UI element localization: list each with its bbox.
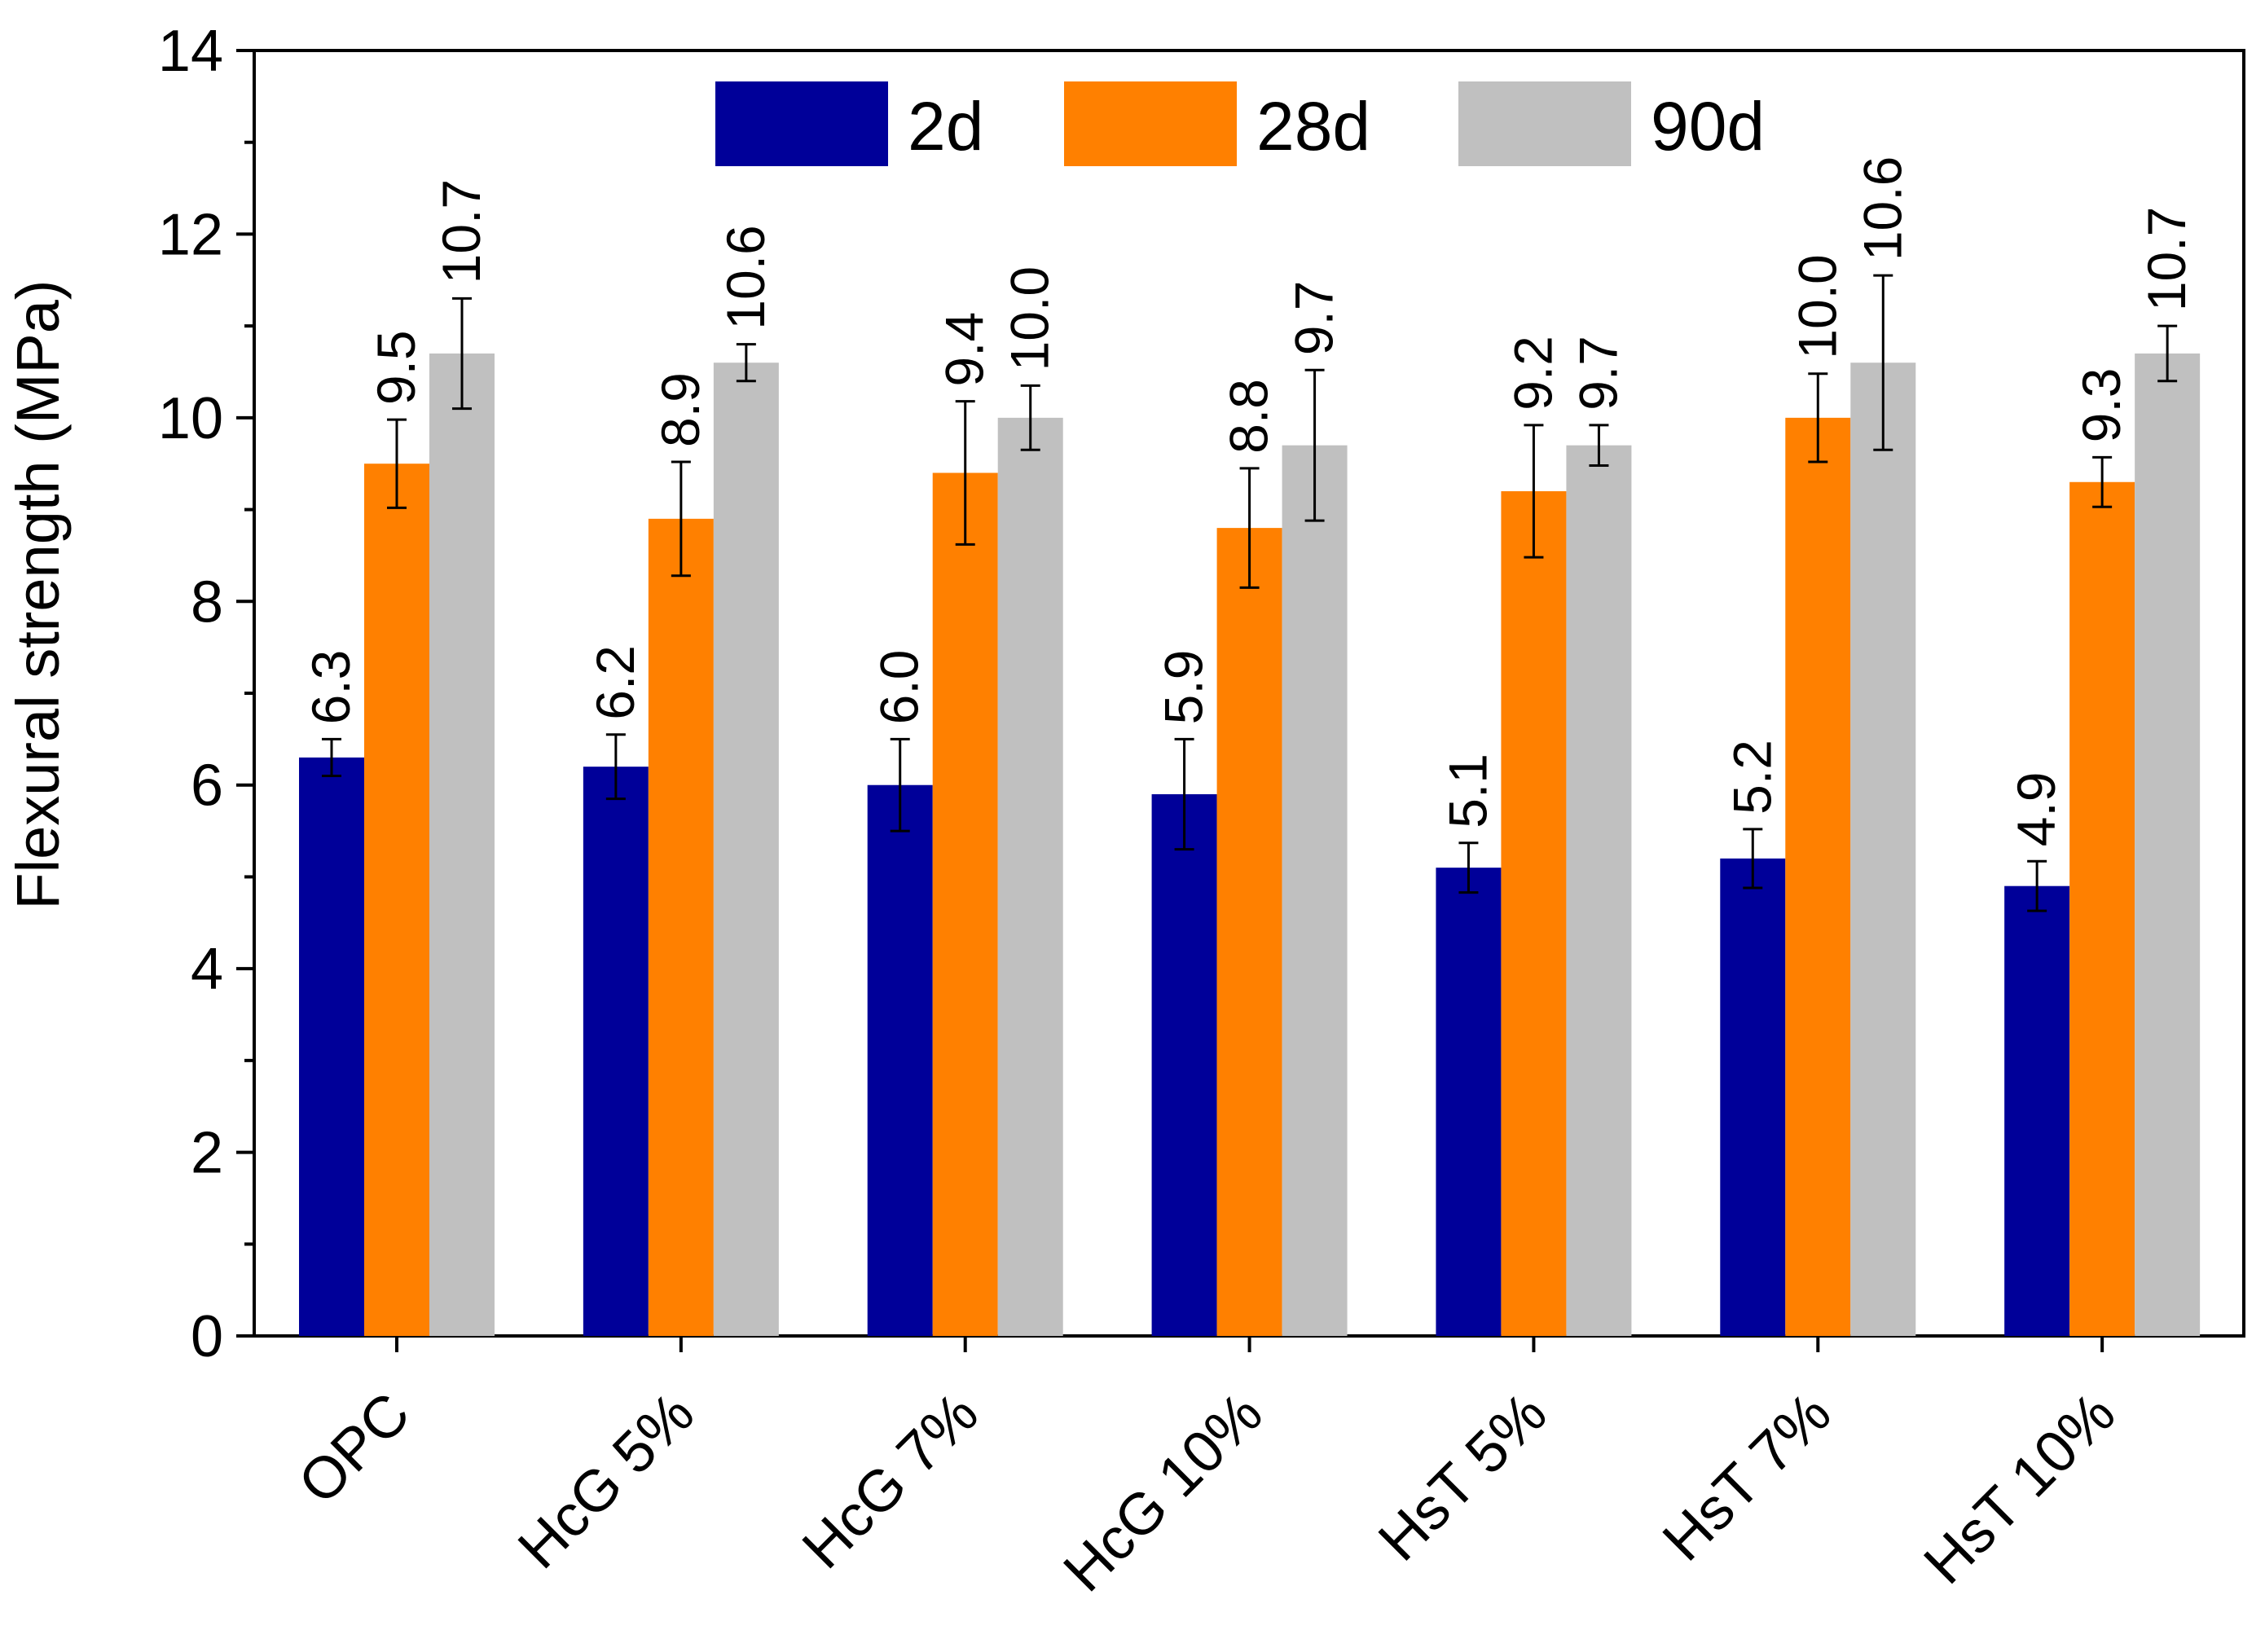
bar-28d-4 [1501, 491, 1567, 1336]
y-tick-label: 10 [158, 386, 223, 451]
bar-90d-0 [429, 353, 495, 1336]
data-label: 9.4 [935, 312, 995, 387]
bar-28d-3 [1216, 528, 1282, 1336]
x-category-label: HcG 10% [1051, 1381, 1274, 1604]
data-label: 9.2 [1502, 336, 1563, 411]
legend: 2d 28d 90d [715, 81, 1765, 166]
bar-2d-4 [1436, 868, 1502, 1336]
data-label: 6.3 [301, 650, 361, 725]
y-axis-title: Flexural strength (MPa) [4, 279, 72, 909]
data-label: 9.3 [2071, 368, 2131, 443]
bar-90d-2 [997, 417, 1063, 1336]
data-label: 5.1 [1437, 754, 1498, 828]
bar-2d-2 [867, 784, 933, 1336]
y-tick-label: 8 [191, 569, 223, 635]
data-label: 10.6 [1852, 156, 1912, 261]
bar-28d-6 [2069, 481, 2135, 1337]
bar-90d-4 [1566, 445, 1632, 1337]
data-label: 10.6 [715, 225, 776, 329]
bar-90d-3 [1282, 445, 1348, 1337]
legend-label-28d: 28d [1256, 88, 1370, 165]
data-label: 9.7 [1568, 336, 1628, 411]
data-label: 10.7 [2136, 207, 2197, 311]
bar-28d-2 [932, 472, 998, 1336]
y-tick-label: 14 [158, 19, 223, 84]
x-category-label: OPC [286, 1381, 422, 1517]
x-category-label: HsT 7% [1651, 1381, 1844, 1574]
bar-90d-5 [1850, 362, 1916, 1337]
legend-label-2d: 2d [908, 88, 983, 165]
y-tick-label: 0 [191, 1304, 223, 1369]
data-label: 5.2 [1722, 740, 1782, 815]
x-category-label: HsT 10% [1911, 1381, 2127, 1597]
bar-28d-1 [648, 518, 714, 1336]
bar-90d-1 [713, 362, 779, 1337]
y-tick-label: 2 [191, 1121, 223, 1186]
legend-swatch-90d [1458, 81, 1631, 166]
bar-2d-6 [2004, 885, 2070, 1336]
x-category-label: HcG 7% [790, 1381, 991, 1581]
data-label: 10.7 [431, 179, 491, 283]
legend-swatch-28d [1064, 81, 1237, 166]
legend-label-90d: 90d [1651, 88, 1765, 165]
bar-2d-0 [299, 757, 364, 1336]
data-label: 9.7 [1284, 280, 1344, 355]
data-label: 5.9 [1154, 650, 1214, 725]
y-tick-label: 12 [158, 202, 223, 267]
x-category-label: HcG 5% [506, 1381, 706, 1581]
data-label: 9.5 [366, 330, 426, 405]
data-label: 10.0 [1787, 254, 1847, 358]
bar-2d-5 [1720, 858, 1786, 1336]
bar-2d-1 [583, 767, 649, 1336]
data-label: 8.9 [650, 372, 710, 447]
data-label: 6.0 [869, 650, 930, 725]
bar-28d-5 [1785, 417, 1851, 1336]
bar-2d-3 [1151, 793, 1217, 1336]
data-label: 10.0 [1000, 266, 1060, 371]
data-label: 8.8 [1219, 379, 1279, 454]
data-label: 4.9 [2006, 772, 2066, 847]
data-label: 6.2 [585, 645, 645, 720]
legend-swatch-2d [715, 81, 888, 166]
bar-28d-0 [364, 464, 429, 1336]
y-tick-label: 4 [191, 937, 223, 1002]
bar-90d-6 [2135, 353, 2201, 1336]
x-category-label: HsT 5% [1366, 1381, 1559, 1574]
y-tick-label: 6 [191, 754, 223, 819]
